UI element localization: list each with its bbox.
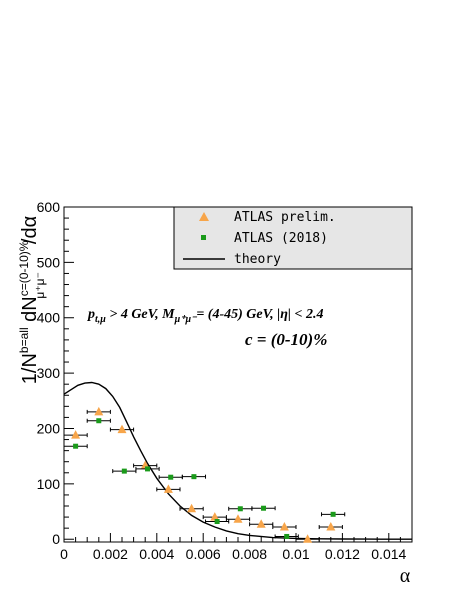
data-point-prelim	[187, 503, 197, 513]
legend-label-theory: theory	[234, 252, 281, 267]
data-point-prelim	[279, 522, 289, 531]
data-point-2018	[168, 474, 174, 480]
y-axis-label: 1/Nb=all dNc=(0-10)% μ⁺μ⁻/dα	[17, 216, 47, 384]
data-point-2018	[214, 519, 220, 525]
data-point-prelim	[117, 424, 127, 434]
y-tick-label: 400	[37, 310, 61, 326]
legend-marker-prelim	[199, 212, 209, 221]
data-point-2018	[261, 505, 267, 511]
data-point-2018	[237, 506, 243, 512]
x-axis-label: α	[400, 565, 411, 587]
data-point-prelim	[303, 534, 313, 543]
data-point-2018	[73, 443, 79, 449]
centrality-annotation: c = (0-10)%	[245, 330, 327, 349]
data-point-prelim	[94, 406, 104, 416]
data-point-prelim	[71, 430, 81, 439]
theory-curve	[63, 381, 412, 540]
y-tick-label: 500	[37, 254, 61, 270]
legend-label-2018: ATLAS (2018)	[234, 231, 328, 246]
data-point-2018	[96, 418, 102, 424]
data-point-prelim	[326, 522, 336, 531]
legend: ATLAS prelim. ATLAS (2018) theory	[173, 206, 413, 270]
y-tick-label: 300	[37, 365, 61, 381]
y-tick-label: 200	[37, 420, 61, 436]
data-point-2018	[284, 533, 290, 539]
legend-label-prelim: ATLAS prelim.	[234, 210, 336, 225]
data-point-2018	[191, 474, 197, 480]
x-tick-label: 0.014	[371, 546, 406, 562]
y-tick-labels: 0 100 200 300 400 500 600	[37, 199, 61, 547]
x-tick-label: 0.012	[325, 546, 360, 562]
y-tick-label: 0	[52, 531, 60, 547]
y-tick-label: 600	[37, 199, 61, 215]
x-tick-label: 0	[60, 546, 68, 562]
svg-text:1/Nb=all dNc=(0-10)%μ⁺μ⁻/dα: 1/Nb=all dNc=(0-10)% μ⁺μ⁻/dα	[17, 216, 47, 384]
series-atlas-2018	[63, 418, 346, 539]
x-tick-label: 0.004	[139, 546, 174, 562]
series-atlas-prelim	[63, 406, 343, 543]
data-point-2018	[145, 466, 151, 472]
x-tick-label: 0.01	[282, 546, 309, 562]
data-point-prelim	[210, 512, 220, 521]
data-point-prelim	[233, 514, 243, 523]
data-point-2018	[121, 468, 127, 474]
data-point-prelim	[163, 484, 173, 493]
x-tick-label: 0.008	[232, 546, 267, 562]
legend-marker-2018	[201, 235, 206, 240]
axis-ticks	[63, 206, 401, 542]
x-tick-labels: 0 0.002 0.004 0.006 0.008 0.01 0.012 0.014	[60, 546, 406, 562]
data-point-prelim	[256, 519, 266, 528]
x-tick-label: 0.002	[93, 546, 128, 562]
kinematics-annotation: pt,μ > 4 GeV, Mμ⁺μ⁻= (4-45) GeV, |η| < 2…	[87, 307, 323, 325]
x-tick-label: 0.006	[186, 546, 221, 562]
y-tick-label: 100	[37, 476, 61, 492]
data-point-2018	[330, 511, 336, 517]
